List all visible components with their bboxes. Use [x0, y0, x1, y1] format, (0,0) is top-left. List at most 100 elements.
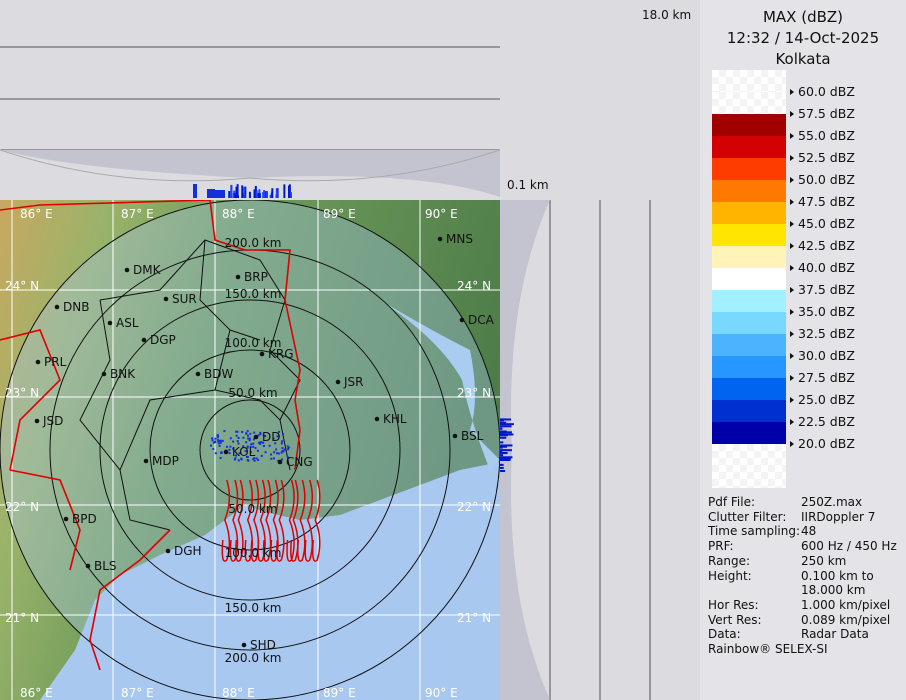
echo-pixel — [262, 444, 265, 447]
lon-label-bottom: 89° E — [323, 686, 356, 700]
delta-border — [276, 479, 285, 562]
city-label: SHD — [250, 638, 276, 652]
info-row: Data: Radar Data — [708, 627, 897, 642]
delta-border — [262, 479, 272, 562]
echo-pixel — [211, 439, 214, 442]
echo-column — [500, 449, 512, 452]
info-key: Time sampling: — [708, 524, 801, 539]
echo-column — [207, 189, 215, 198]
echo-pixel — [258, 441, 261, 444]
echo-pixel — [233, 458, 236, 461]
echo-pixel — [252, 445, 255, 448]
legend-swatch — [712, 136, 786, 158]
legend-label: 45.0 dBZ — [790, 217, 855, 231]
echo-pixel — [281, 447, 284, 450]
info-key: Hor Res: — [708, 597, 759, 612]
echo-pixel — [245, 432, 248, 435]
right-cone-shade — [500, 200, 550, 700]
echo-column — [500, 418, 512, 421]
delta-border — [311, 479, 321, 562]
echo-column — [500, 457, 511, 460]
legend-label: 47.5 dBZ — [790, 195, 855, 209]
info-value: 1.000 km/pixel — [801, 597, 891, 612]
city-dot — [277, 459, 283, 465]
range-label: 50.0 km — [228, 502, 277, 516]
city-dot — [85, 563, 91, 569]
legend-swatch — [712, 180, 786, 202]
echo-pixel — [217, 440, 220, 443]
echo-pixel — [237, 459, 240, 462]
echo-column — [500, 463, 504, 466]
top-cone-edge — [0, 149, 501, 182]
echo-column — [500, 441, 504, 444]
delta-border — [235, 479, 244, 562]
echo-column — [228, 191, 231, 198]
echo-pixel — [252, 438, 255, 441]
echo-column — [255, 190, 258, 198]
height-max-label: 18.0 km — [642, 8, 692, 22]
info-value: 0.100 km to — [801, 568, 874, 583]
echo-column — [500, 459, 511, 462]
echo-pixel — [246, 445, 249, 448]
info-key: Clutter Filter: — [708, 509, 787, 524]
echo-pixel — [274, 442, 277, 445]
echo-pixel — [281, 440, 284, 443]
echo-column — [233, 190, 236, 198]
ppi-map: 86° E 86° E 87° E 87° E 88° E 88° E 89° E 89° E… — [0, 200, 500, 700]
echo-pixel — [214, 452, 217, 455]
echo-pixel — [249, 432, 252, 435]
city-dot — [241, 642, 247, 648]
city-label: BDW — [204, 367, 233, 381]
legend-label: 20.0 dBZ — [790, 437, 855, 451]
city-label: SUR — [172, 292, 197, 306]
echo-pixel — [253, 431, 256, 434]
delta-border — [270, 479, 279, 562]
info-value: 0.089 km/pixel — [801, 612, 891, 627]
city-dot — [459, 317, 465, 323]
info-value: IIRDoppler 7 — [801, 509, 876, 524]
echo-pixel — [287, 446, 290, 449]
info-value: 250 km — [801, 553, 847, 568]
city-dot — [165, 548, 171, 554]
echo-pixel — [281, 450, 284, 453]
delta-border — [304, 479, 314, 562]
echo-pixel — [232, 447, 235, 450]
delta-border — [297, 479, 306, 562]
river-delta — [380, 300, 500, 470]
info-value: 18.000 km — [801, 583, 866, 598]
city-label: KOL — [232, 445, 256, 459]
city-label: DNB — [63, 300, 89, 314]
echo-column — [500, 452, 508, 455]
echo-pixel — [216, 434, 219, 437]
city-dot — [195, 371, 201, 377]
legend-label: 60.0 dBZ — [790, 85, 855, 99]
echo-pixel — [214, 440, 217, 443]
echo-pixel — [245, 441, 248, 444]
echo-pixel — [242, 445, 245, 448]
echo-pixel — [259, 442, 262, 445]
legend-label: 25.0 dBZ — [790, 393, 855, 407]
echo-pixel — [214, 437, 217, 440]
info-value: Radar Data — [801, 627, 869, 642]
echo-pixel — [237, 442, 240, 445]
top-cone-shade — [0, 150, 500, 197]
city-label: DCA — [468, 313, 495, 327]
legend-swatch — [712, 422, 786, 444]
lon-label-bottom: 86° E — [20, 686, 53, 700]
echo-pixel — [229, 437, 232, 440]
echo-column — [283, 184, 286, 198]
echo-pixel — [228, 448, 231, 451]
echo-pixel — [256, 449, 259, 452]
legend-swatch — [712, 224, 786, 246]
info-block: Pdf File: 250Z.max Clutter Filter: IIRDoppl… — [708, 495, 897, 657]
range-label: 150.0 km — [225, 601, 282, 615]
echo-column — [500, 444, 513, 447]
legend-swatch — [712, 290, 786, 312]
echo-pixel — [240, 457, 243, 460]
city-dot — [259, 351, 265, 357]
echo-pixel — [235, 434, 238, 437]
echo-pixel — [250, 443, 253, 446]
echo-pixel — [219, 441, 222, 444]
echo-column — [257, 193, 260, 198]
lon-label-bottom: 90° E — [425, 686, 458, 700]
